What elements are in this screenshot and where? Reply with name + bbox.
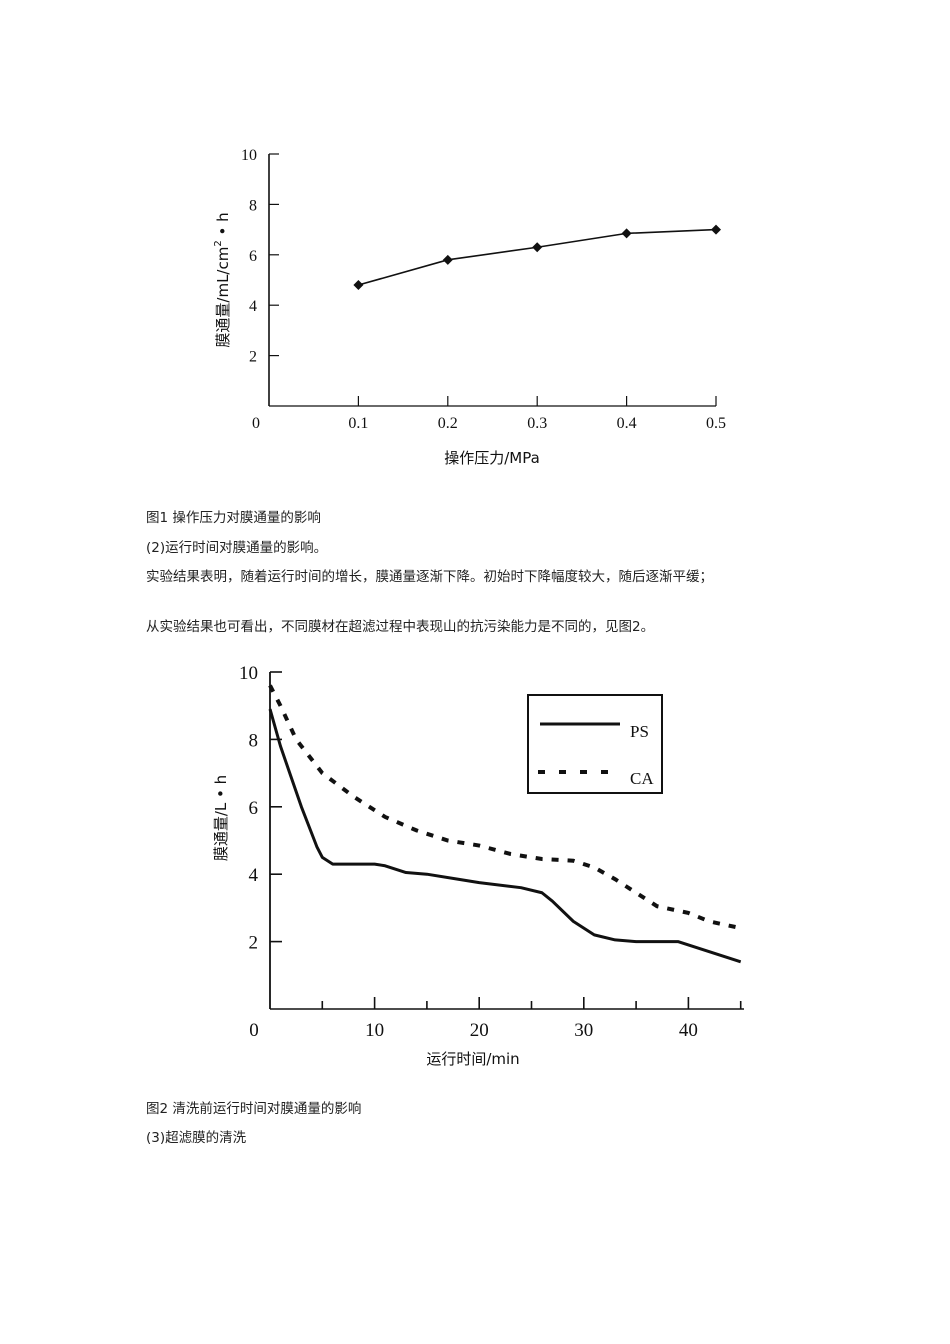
diamond-marker <box>353 280 364 291</box>
y-tick-label: 4 <box>249 865 259 886</box>
legend-ca-label: CA <box>630 769 654 788</box>
chart2-y-ticks: 2 4 6 8 10 <box>239 663 282 954</box>
paragraph-1: 实验结果表明，随着运行时间的增长，膜通量逐渐下降。初始时下降幅度较大，随后逐渐平… <box>146 569 713 585</box>
x-tick-label: 40 <box>679 1020 698 1041</box>
chart1-y-label: 膜通量/mL/cm2 • h <box>213 212 232 347</box>
x-tick-label: 0.4 <box>617 415 637 432</box>
x-tick-label: 0 <box>252 415 260 432</box>
y-tick-label: 10 <box>239 663 258 684</box>
y-tick-label: 6 <box>249 248 257 265</box>
chart2-legend: PS CA <box>527 694 663 794</box>
legend-ps-label: PS <box>630 722 649 741</box>
chart2-x-ticks: 0 10 20 30 40 <box>249 997 742 1041</box>
y-tick-label: 8 <box>249 730 259 751</box>
chart2-axes <box>269 672 744 1010</box>
svg-text:膜通量/mL/cm2 • h: 膜通量/mL/cm2 • h <box>213 212 232 347</box>
section2-heading: (2)运行时间对膜通量的影响。 <box>146 540 328 556</box>
x-tick-label: 0.2 <box>438 415 458 432</box>
figure1-caption: 图1 操作压力对膜通量的影响 <box>146 510 321 526</box>
x-tick-label: 0.1 <box>348 415 368 432</box>
y-tick-label: 10 <box>241 147 257 164</box>
chart2-y-label: 膜通量/L • h <box>212 775 230 861</box>
x-tick-label: 10 <box>365 1020 384 1041</box>
diamond-marker <box>621 228 632 239</box>
chart1-diamond-markers <box>353 224 721 291</box>
chart1-x-label: 操作压力/MPa <box>444 449 540 467</box>
chart2-ca-series <box>268 684 742 931</box>
y-tick-label: 6 <box>249 798 259 819</box>
y-tick-label: 2 <box>249 933 259 954</box>
figure2-caption: 图2 清洗前运行时间对膜通量的影响 <box>146 1101 362 1117</box>
x-tick-label: 0.3 <box>527 415 547 432</box>
chart1-axes <box>268 154 716 407</box>
chart1-y-ticks: 2 4 6 8 10 <box>241 147 279 366</box>
paragraph-2: 从实验结果也可看出，不同膜材在超滤过程中表现山的抗污染能力是不同的，见图2。 <box>146 619 655 635</box>
chart2-ps-series <box>268 708 742 964</box>
x-tick-label: 30 <box>574 1020 593 1041</box>
diamond-marker <box>711 224 721 235</box>
x-tick-label: 0 <box>249 1020 259 1041</box>
y-tick-label: 2 <box>249 349 257 366</box>
chart2-x-label: 运行时间/min <box>426 1050 519 1068</box>
chart-time-vs-flux: 2 4 6 8 10 0 10 20 30 40 PS CA 运行时间/min 膜通量/L • … <box>212 663 744 1068</box>
diamond-marker <box>442 254 453 265</box>
x-tick-label: 0.5 <box>706 415 726 432</box>
chart-pressure-vs-flux: 2 4 6 8 10 0 0.1 0.2 0.3 0.4 0.5 操作压力/MPa 膜通量/mL/… <box>213 147 726 467</box>
section3-heading: (3)超滤膜的清洗 <box>146 1130 247 1146</box>
y-tick-label: 4 <box>249 298 257 315</box>
chart1-x-ticks: 0 0.1 0.2 0.3 0.4 0.5 <box>252 396 726 432</box>
y-tick-label: 8 <box>249 197 257 214</box>
x-tick-label: 20 <box>470 1020 489 1041</box>
diamond-marker <box>532 242 543 253</box>
